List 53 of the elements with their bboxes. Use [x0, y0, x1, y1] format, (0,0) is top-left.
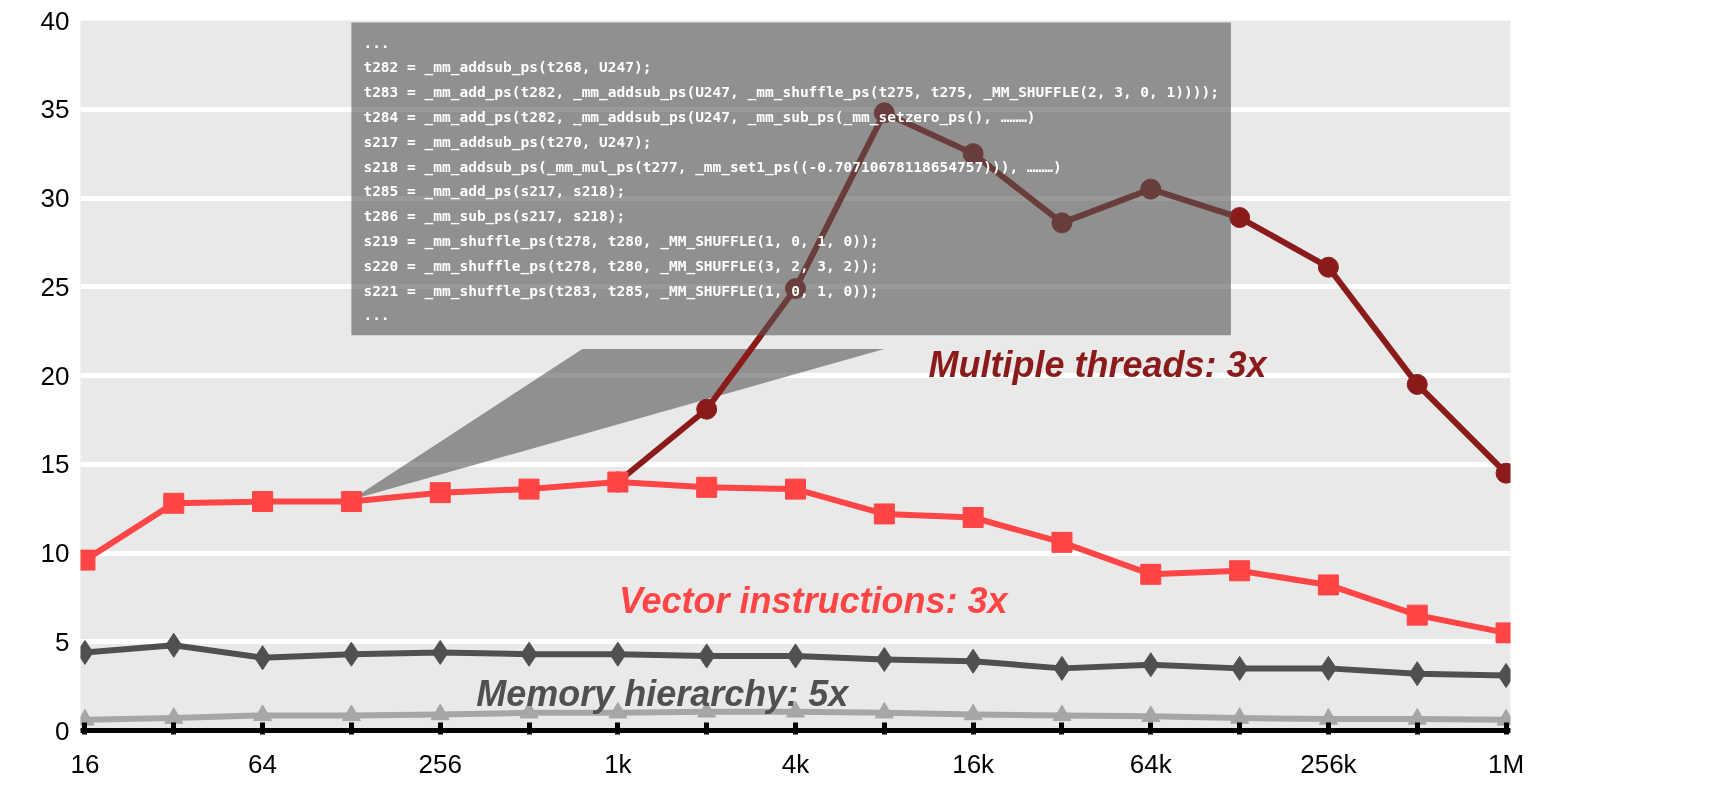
point [1140, 563, 1162, 585]
point [341, 704, 361, 722]
point [1141, 705, 1161, 722]
y-tick-label: 0 [55, 715, 70, 746]
point [340, 491, 362, 513]
point [1051, 531, 1073, 553]
x-tick-label: 1k [604, 748, 633, 779]
point [785, 478, 806, 500]
point [1317, 256, 1339, 278]
x-tick-label: 64 [248, 748, 278, 779]
point [1052, 704, 1072, 722]
text: Multiple threads: 3x [928, 344, 1269, 386]
point [164, 707, 184, 724]
point [1140, 178, 1162, 200]
point [1230, 707, 1250, 724]
y-tick-label: 10 [40, 538, 70, 568]
point [962, 507, 984, 528]
y-tick-label: 5 [55, 626, 70, 657]
point [1318, 708, 1338, 725]
point [874, 701, 894, 719]
x-tick-label: 256 [418, 748, 462, 779]
point [429, 482, 451, 504]
series-label: Memory hierarchy: 5x [476, 672, 851, 714]
point [1229, 207, 1251, 229]
x-tick-label: 1M [1488, 748, 1525, 779]
x-tick-label: 4k [781, 748, 811, 779]
point [1051, 212, 1073, 234]
point [963, 703, 983, 721]
y-tick-label: 20 [40, 360, 70, 391]
point [875, 647, 893, 672]
point [1406, 373, 1428, 395]
x-tick-label: 16k [952, 748, 996, 779]
point [696, 398, 718, 420]
y-tick-label: 30 [40, 183, 70, 213]
point [1317, 574, 1339, 596]
point [1407, 708, 1427, 725]
point [430, 703, 450, 721]
y-tick-label: 40 [40, 5, 70, 36]
point [253, 704, 273, 722]
x-tick-label: 256k [1300, 748, 1358, 779]
point [696, 476, 718, 498]
x-tick-label: 64k [1129, 748, 1173, 779]
x-tick-label: 16 [70, 748, 100, 779]
point [1229, 560, 1251, 582]
point [1406, 604, 1428, 626]
y-tick-label: 35 [40, 94, 70, 125]
point [252, 491, 274, 513]
point [873, 503, 895, 525]
series-label: Vector instructions: 3x [618, 580, 1010, 622]
y-tick-label: 15 [40, 449, 70, 480]
point [163, 492, 185, 514]
y-tick-label: 25 [40, 271, 70, 302]
point [518, 478, 540, 500]
